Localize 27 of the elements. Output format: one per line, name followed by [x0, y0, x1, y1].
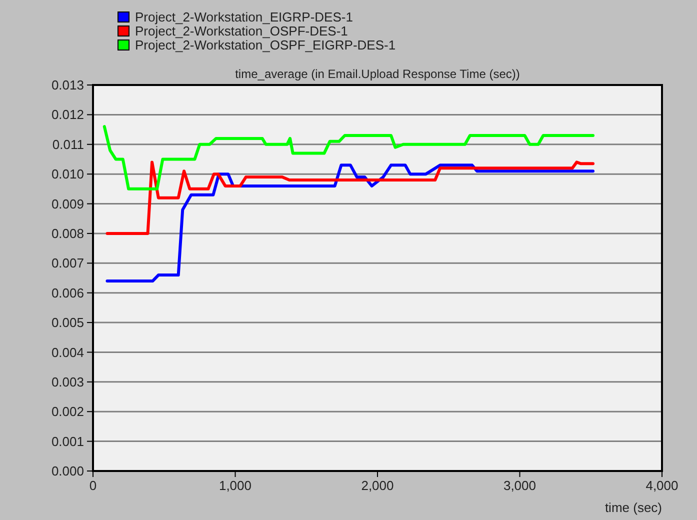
y-tick-label: 0.001: [51, 434, 84, 449]
y-tick-label: 0.000: [51, 464, 84, 479]
y-tick-label: 0.006: [51, 285, 84, 300]
x-tick-label: 0: [89, 478, 97, 493]
y-tick-label: 0.007: [51, 256, 84, 271]
y-tick-label: 0.002: [51, 404, 84, 420]
y-tick-label: 0.004: [51, 344, 84, 360]
y-tick-label: 0.011: [52, 136, 84, 152]
y-tick-label: 0.005: [51, 315, 84, 330]
legend-label: Project_2-Workstation_OSPF_EIGRP-DES-1: [135, 38, 396, 53]
chart-title: time_average (in Email.Upload Response Time (sec)): [235, 67, 520, 81]
line-series: [106, 164, 595, 282]
y-tick-label: 0.008: [51, 226, 84, 242]
y-tick-label: 0.010: [51, 166, 84, 182]
y-tick-label: 0.013: [51, 78, 84, 93]
legend-label: Project_2-Workstation_OSPF-DES-1: [135, 24, 348, 39]
x-tick-label: 1,000: [218, 478, 252, 493]
line-series: [102, 125, 595, 190]
x-tick-label: 4,000: [646, 478, 678, 493]
x-axis-title: time (sec): [604, 500, 662, 515]
y-tick-label: 0.009: [51, 196, 84, 212]
x-tick-label: 2,000: [361, 478, 394, 493]
y-tick-label: 0.012: [51, 107, 84, 122]
line-series: [106, 160, 595, 235]
y-tick-label: 0.003: [51, 374, 84, 390]
x-tick-label: 3,000: [503, 478, 536, 493]
legend-label: Project_2-Workstation_EIGRP-DES-1: [135, 10, 353, 25]
